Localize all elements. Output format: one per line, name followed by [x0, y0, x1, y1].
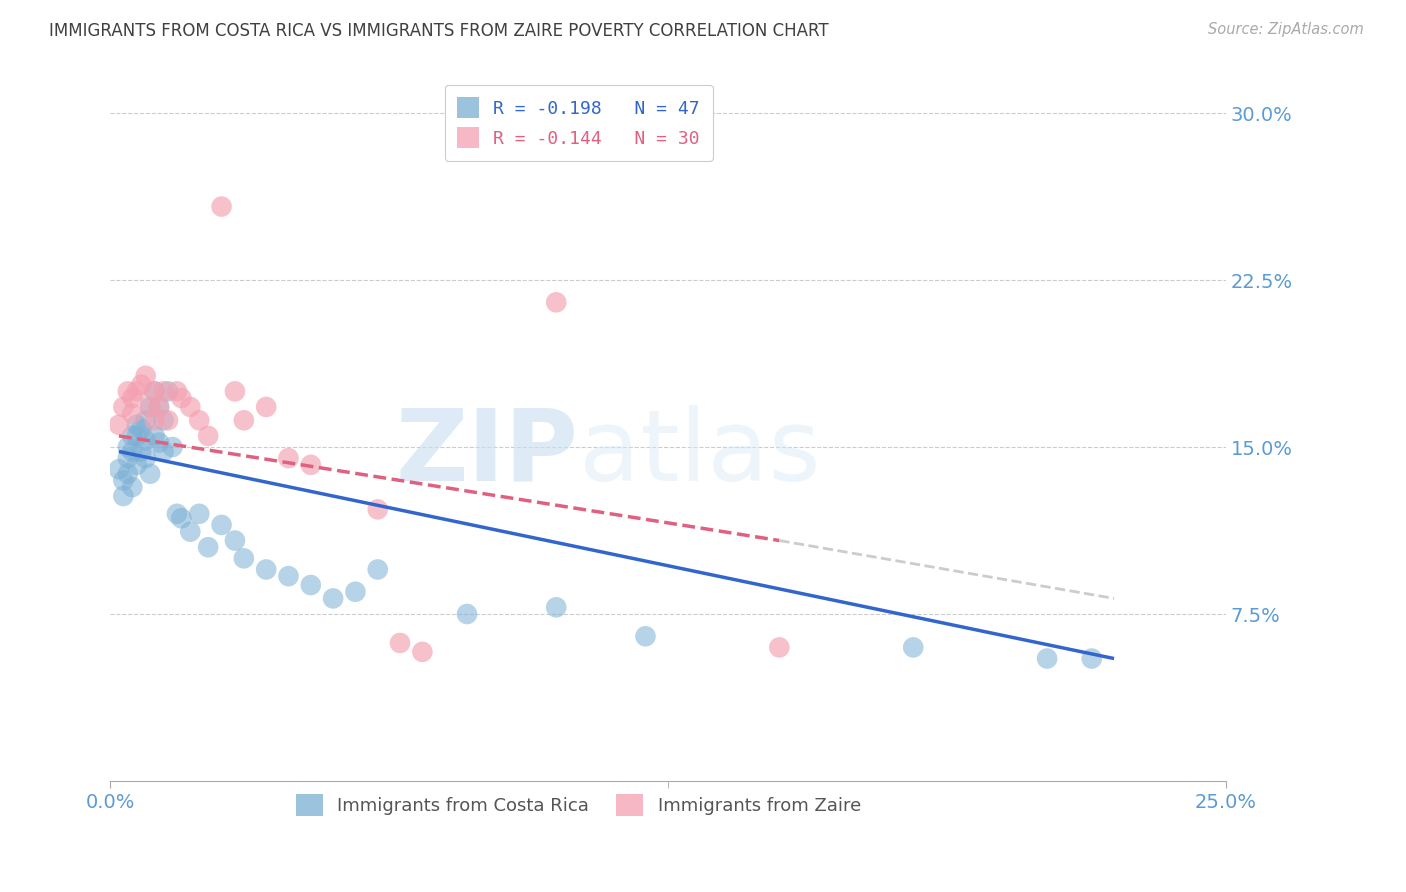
Point: [277, 569, 299, 583]
Point: [166, 507, 188, 521]
Point: [156, 384, 179, 399]
Point: [125, 458, 148, 472]
Point: [634, 629, 657, 643]
Point: [188, 413, 211, 427]
Point: [148, 435, 170, 450]
Point: [152, 384, 174, 399]
Point: [121, 391, 143, 405]
Point: [367, 502, 389, 516]
Text: atlas: atlas: [578, 405, 820, 502]
Point: [389, 636, 412, 650]
Point: [135, 451, 157, 466]
Point: [117, 467, 139, 481]
Point: [117, 384, 139, 399]
Point: [152, 413, 174, 427]
Point: [768, 640, 790, 655]
Legend: Immigrants from Costa Rica, Immigrants from Zaire: Immigrants from Costa Rica, Immigrants f…: [287, 785, 870, 825]
Point: [148, 400, 170, 414]
Point: [152, 444, 174, 458]
Text: ZIP: ZIP: [395, 405, 578, 502]
Point: [254, 562, 277, 576]
Point: [139, 467, 162, 481]
Point: [148, 400, 170, 414]
Point: [121, 444, 143, 458]
Point: [411, 645, 433, 659]
Point: [117, 440, 139, 454]
Point: [224, 384, 246, 399]
Point: [254, 400, 277, 414]
Point: [170, 391, 193, 405]
Point: [125, 384, 148, 399]
Point: [135, 368, 157, 383]
Text: Source: ZipAtlas.com: Source: ZipAtlas.com: [1208, 22, 1364, 37]
Point: [125, 417, 148, 432]
Point: [117, 451, 139, 466]
Point: [197, 540, 219, 554]
Point: [179, 524, 201, 539]
Point: [232, 551, 254, 566]
Point: [143, 429, 166, 443]
Point: [108, 462, 131, 476]
Point: [139, 400, 162, 414]
Point: [322, 591, 344, 606]
Point: [546, 600, 568, 615]
Point: [135, 413, 157, 427]
Point: [112, 474, 135, 488]
Point: [121, 480, 143, 494]
Point: [224, 533, 246, 548]
Point: [162, 440, 184, 454]
Point: [125, 429, 148, 443]
Point: [112, 400, 135, 414]
Point: [166, 384, 188, 399]
Point: [367, 562, 389, 576]
Point: [129, 444, 152, 458]
Point: [112, 489, 135, 503]
Point: [232, 413, 254, 427]
Point: [188, 507, 211, 521]
Point: [143, 384, 166, 399]
Point: [456, 607, 478, 621]
Point: [143, 413, 166, 427]
Point: [108, 417, 131, 432]
Point: [211, 200, 233, 214]
Point: [135, 434, 157, 448]
Point: [129, 422, 152, 436]
Point: [121, 429, 143, 443]
Point: [143, 384, 166, 399]
Point: [1080, 651, 1102, 665]
Point: [197, 429, 219, 443]
Point: [344, 584, 367, 599]
Text: IMMIGRANTS FROM COSTA RICA VS IMMIGRANTS FROM ZAIRE POVERTY CORRELATION CHART: IMMIGRANTS FROM COSTA RICA VS IMMIGRANTS…: [49, 22, 828, 40]
Point: [299, 578, 322, 592]
Point: [170, 511, 193, 525]
Point: [179, 400, 201, 414]
Point: [129, 377, 152, 392]
Point: [277, 451, 299, 466]
Point: [903, 640, 925, 655]
Point: [121, 407, 143, 421]
Point: [546, 295, 568, 310]
Point: [156, 413, 179, 427]
Point: [299, 458, 322, 472]
Point: [139, 400, 162, 414]
Point: [211, 518, 233, 533]
Point: [1036, 651, 1059, 665]
